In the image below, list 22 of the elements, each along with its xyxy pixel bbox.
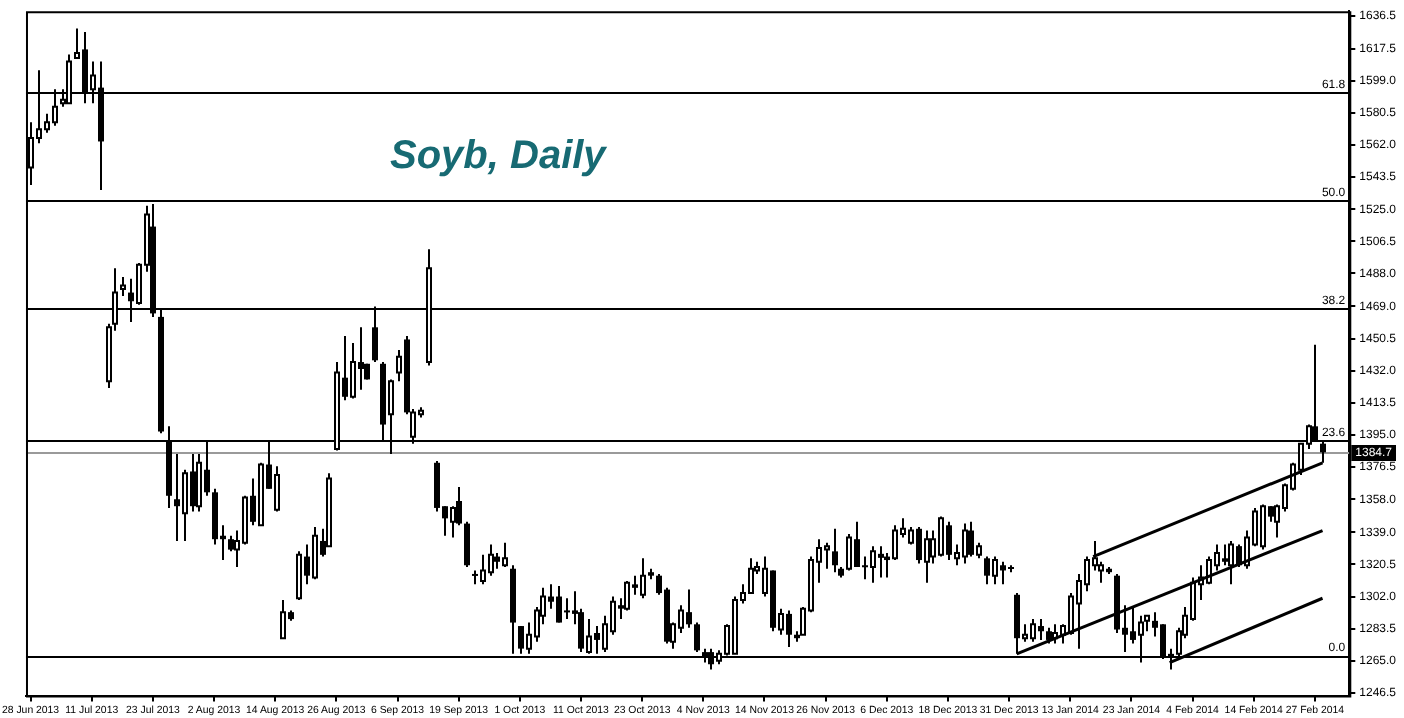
candlestick <box>786 609 792 648</box>
candlestick <box>434 460 440 513</box>
candlestick <box>358 326 364 391</box>
candlestick <box>212 487 218 546</box>
candlestick <box>694 621 700 654</box>
candlestick <box>916 526 922 565</box>
candlestick <box>686 588 692 629</box>
candlestick <box>1222 543 1228 567</box>
candlestick <box>190 453 196 513</box>
candlestick <box>174 453 180 542</box>
candlestick <box>968 520 974 558</box>
candlestick <box>946 520 952 562</box>
candlestick <box>832 527 838 574</box>
candlestick <box>854 520 860 568</box>
candlestick <box>564 597 570 621</box>
candlestick <box>984 555 990 586</box>
candlestick <box>1000 560 1006 586</box>
text: Soyb, Daily <box>389 134 608 179</box>
candlestick <box>464 520 470 568</box>
candlestick <box>1038 618 1044 641</box>
candlestick <box>556 585 562 624</box>
candlestick <box>1130 605 1136 645</box>
